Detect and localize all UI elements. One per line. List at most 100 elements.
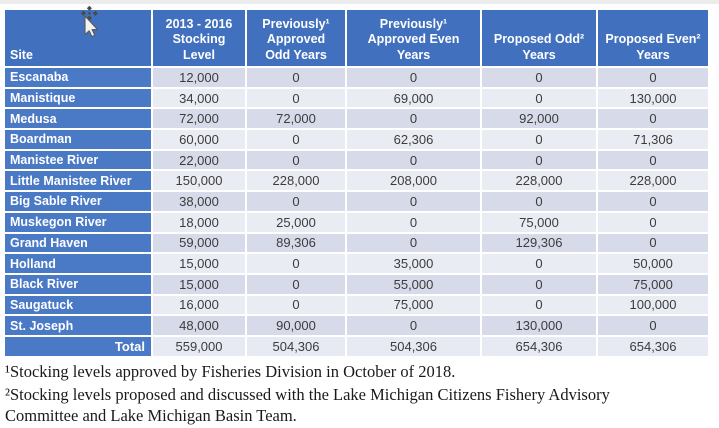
value-cell: 0 xyxy=(247,295,345,315)
value-cell: 12,000 xyxy=(153,68,245,87)
col-header-proposed_even: Proposed Even² Years xyxy=(598,10,708,66)
site-name-cell: Big Sable River xyxy=(5,192,151,211)
site-name-cell: Manistee River xyxy=(5,150,151,170)
value-cell: 130,000 xyxy=(482,316,596,335)
value-cell: 0 xyxy=(482,88,596,108)
value-cell: 0 xyxy=(598,150,708,170)
site-name-cell: Medusa xyxy=(5,109,151,129)
value-cell: 0 xyxy=(598,192,708,211)
total-value-cell: 654,306 xyxy=(482,336,596,356)
value-cell: 150,000 xyxy=(153,171,245,191)
value-cell: 72,000 xyxy=(247,109,345,129)
frame-top-edge xyxy=(0,0,719,4)
table-row: Escanaba 12,000 0 0 0 0 xyxy=(5,68,708,87)
site-name-cell: Black River xyxy=(5,274,151,294)
total-value-cell: 504,306 xyxy=(347,336,480,356)
value-cell: 38,000 xyxy=(153,192,245,211)
value-cell: 0 xyxy=(247,68,345,87)
site-name-cell: St. Joseph xyxy=(5,316,151,335)
value-cell: 34,000 xyxy=(153,88,245,108)
table-header-row: Site 2013 - 2016 Stocking Level Previously… xyxy=(5,10,708,66)
table-row: St. Joseph 48,000 90,000 0 130,000 0 xyxy=(5,316,708,335)
total-value-cell: 654,306 xyxy=(598,336,708,356)
value-cell: 0 xyxy=(347,150,480,170)
value-cell: 90,000 xyxy=(247,316,345,335)
col-header-site: Site xyxy=(5,10,151,66)
value-cell: 228,000 xyxy=(482,171,596,191)
value-cell: 0 xyxy=(482,274,596,294)
table-row: Saugatuck 16,000 0 75,000 0 100,000 xyxy=(5,295,708,315)
value-cell: 48,000 xyxy=(153,316,245,335)
value-cell: 75,000 xyxy=(482,212,596,232)
stocking-table: Site 2013 - 2016 Stocking Level Previously… xyxy=(5,10,708,358)
col-header-proposed_odd: Proposed Odd² Years xyxy=(482,10,596,66)
table-row: Little Manistee River 150,000 228,000 208,0… xyxy=(5,171,708,191)
table-row: Muskegon River 18,000 25,000 0 75,000 0 xyxy=(5,212,708,232)
value-cell: 0 xyxy=(347,316,480,335)
value-cell: 0 xyxy=(347,212,480,232)
footnotes: ¹Stocking levels approved by Fisheries D… xyxy=(5,361,673,428)
footnote-1: ¹Stocking levels approved by Fisheries D… xyxy=(5,362,456,381)
table-row: Grand Haven 59,000 89,306 0 129,306 0 xyxy=(5,233,708,253)
value-cell: 0 xyxy=(598,316,708,335)
site-name-cell: Muskegon River xyxy=(5,212,151,232)
value-cell: 62,306 xyxy=(347,130,480,149)
value-cell: 0 xyxy=(247,88,345,108)
value-cell: 50,000 xyxy=(598,254,708,273)
table-row: Holland 15,000 0 35,000 0 50,000 xyxy=(5,254,708,273)
value-cell: 228,000 xyxy=(598,171,708,191)
total-value-cell: 559,000 xyxy=(153,336,245,356)
value-cell: 60,000 xyxy=(153,130,245,149)
value-cell: 0 xyxy=(482,295,596,315)
table-row: Big Sable River 38,000 0 0 0 0 xyxy=(5,192,708,211)
col-header-stocking_level: 2013 - 2016 Stocking Level xyxy=(153,10,245,66)
value-cell: 100,000 xyxy=(598,295,708,315)
table-row: Medusa 72,000 72,000 0 92,000 0 xyxy=(5,109,708,129)
site-name-cell: Saugatuck xyxy=(5,295,151,315)
table-total-row: Total 559,000 504,306 504,306 654,306 654,306 xyxy=(5,336,708,356)
value-cell: 71,306 xyxy=(598,130,708,149)
site-name-cell: Manistique xyxy=(5,88,151,108)
table-row: Boardman 60,000 0 62,306 0 71,306 xyxy=(5,130,708,149)
table-row: Black River 15,000 0 55,000 0 75,000 xyxy=(5,274,708,294)
table-row: Manistique 34,000 0 69,000 0 130,000 xyxy=(5,88,708,108)
value-cell: 35,000 xyxy=(347,254,480,273)
value-cell: 0 xyxy=(247,130,345,149)
value-cell: 75,000 xyxy=(347,295,480,315)
value-cell: 0 xyxy=(482,192,596,211)
value-cell: 18,000 xyxy=(153,212,245,232)
footnote-2: ²Stocking levels proposed and discussed … xyxy=(5,384,610,426)
value-cell: 0 xyxy=(347,109,480,129)
value-cell: 75,000 xyxy=(598,274,708,294)
value-cell: 0 xyxy=(247,192,345,211)
col-header-prev_approved_even: Previously¹ Approved Even Years xyxy=(347,10,480,66)
col-header-prev_approved_odd: Previously¹ Approved Odd Years xyxy=(247,10,345,66)
value-cell: 0 xyxy=(347,68,480,87)
site-name-cell: Escanaba xyxy=(5,68,151,87)
value-cell: 16,000 xyxy=(153,295,245,315)
value-cell: 0 xyxy=(598,68,708,87)
value-cell: 0 xyxy=(482,254,596,273)
value-cell: 89,306 xyxy=(247,233,345,253)
value-cell: 72,000 xyxy=(153,109,245,129)
value-cell: 69,000 xyxy=(347,88,480,108)
value-cell: 129,306 xyxy=(482,233,596,253)
total-value-cell: 504,306 xyxy=(247,336,345,356)
total-label-cell: Total xyxy=(5,336,151,356)
value-cell: 0 xyxy=(247,274,345,294)
value-cell: 0 xyxy=(347,233,480,253)
site-name-cell: Holland xyxy=(5,254,151,273)
table-row: Manistee River 22,000 0 0 0 0 xyxy=(5,150,708,170)
value-cell: 0 xyxy=(347,192,480,211)
value-cell: 15,000 xyxy=(153,274,245,294)
value-cell: 0 xyxy=(482,68,596,87)
value-cell: 130,000 xyxy=(598,88,708,108)
value-cell: 0 xyxy=(598,212,708,232)
value-cell: 228,000 xyxy=(247,171,345,191)
value-cell: 22,000 xyxy=(153,150,245,170)
value-cell: 0 xyxy=(247,254,345,273)
value-cell: 0 xyxy=(247,150,345,170)
value-cell: 0 xyxy=(482,130,596,149)
value-cell: 0 xyxy=(598,233,708,253)
value-cell: 92,000 xyxy=(482,109,596,129)
